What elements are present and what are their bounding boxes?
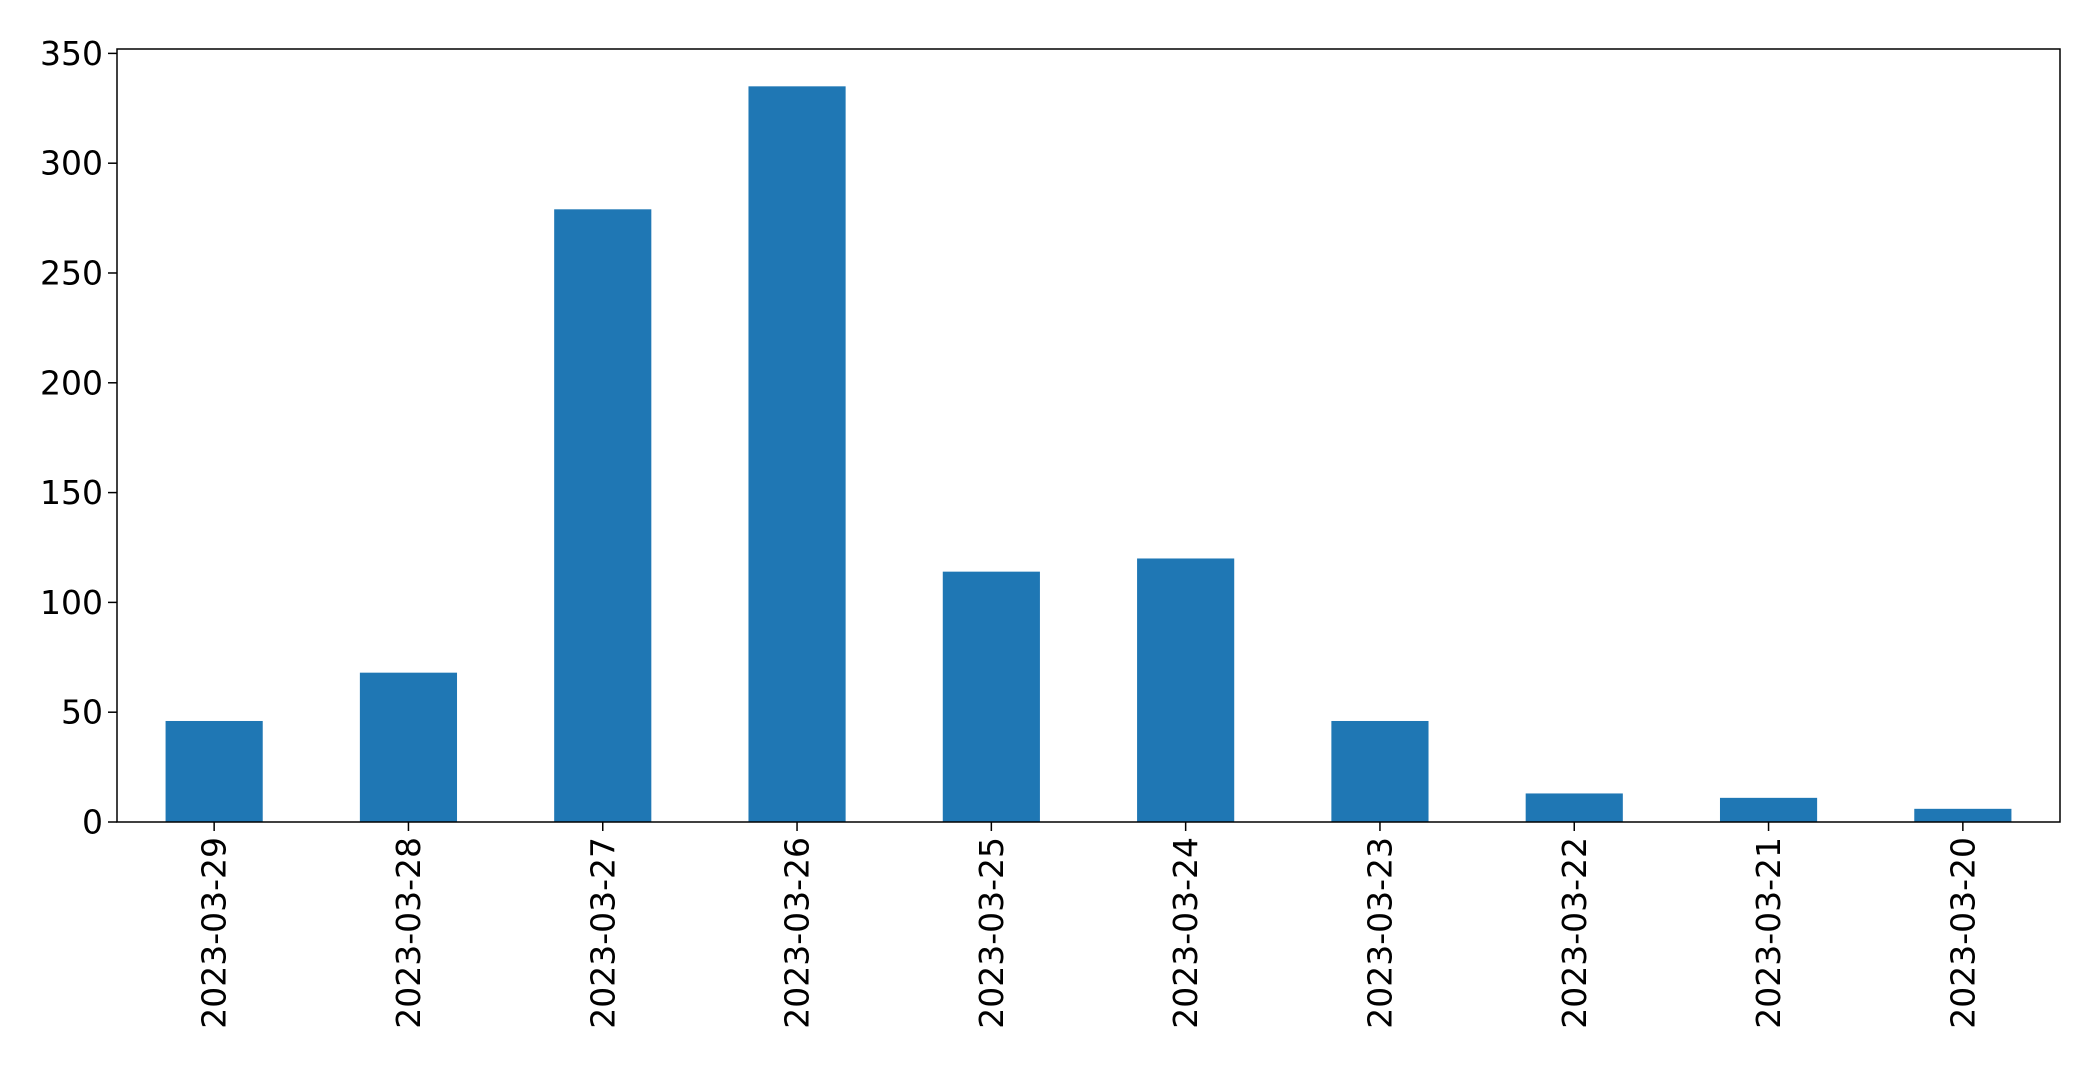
y-tick-label: 300 xyxy=(40,144,103,183)
x-tick-label: 2023-03-25 xyxy=(972,837,1011,1029)
x-tick-label: 2023-03-27 xyxy=(583,837,622,1029)
bar-2023-03-29 xyxy=(165,720,263,822)
bar-2023-03-25 xyxy=(942,571,1040,822)
y-axis: 0 50 100 150 200 250 300 350 xyxy=(40,34,117,842)
y-tick-label: 100 xyxy=(40,583,103,622)
x-tick-label: 2023-03-21 xyxy=(1749,837,1788,1029)
x-tick-label: 2023-03-22 xyxy=(1555,837,1594,1029)
bars-group xyxy=(165,86,2012,822)
y-tick-label: 350 xyxy=(40,34,103,73)
bar-2023-03-24 xyxy=(1137,558,1235,822)
bar-2023-03-27 xyxy=(554,209,652,822)
x-tick-label: 2023-03-29 xyxy=(195,837,234,1029)
x-axis: 2023-03-29 2023-03-28 2023-03-27 2023-03-26… xyxy=(195,822,1982,1029)
x-tick-label: 2023-03-26 xyxy=(778,837,817,1029)
x-tick-label: 2023-03-28 xyxy=(389,837,428,1029)
y-tick-label: 200 xyxy=(40,363,103,402)
y-tick-label: 250 xyxy=(40,253,103,292)
bar-2023-03-21 xyxy=(1719,797,1818,822)
bar-2023-03-20 xyxy=(1914,808,2012,822)
y-tick-label: 50 xyxy=(61,693,103,732)
x-tick-label: 2023-03-23 xyxy=(1360,837,1399,1029)
x-tick-label: 2023-03-24 xyxy=(1166,837,1205,1029)
bar-2023-03-23 xyxy=(1331,720,1429,822)
x-tick-label: 2023-03-20 xyxy=(1943,837,1982,1029)
bar-2023-03-28 xyxy=(359,672,458,822)
plot-frame xyxy=(116,48,2061,823)
y-tick-label: 0 xyxy=(82,803,103,842)
bar-2023-03-22 xyxy=(1525,793,1623,822)
y-tick-label: 150 xyxy=(40,473,103,512)
bar-2023-03-26 xyxy=(748,86,846,822)
